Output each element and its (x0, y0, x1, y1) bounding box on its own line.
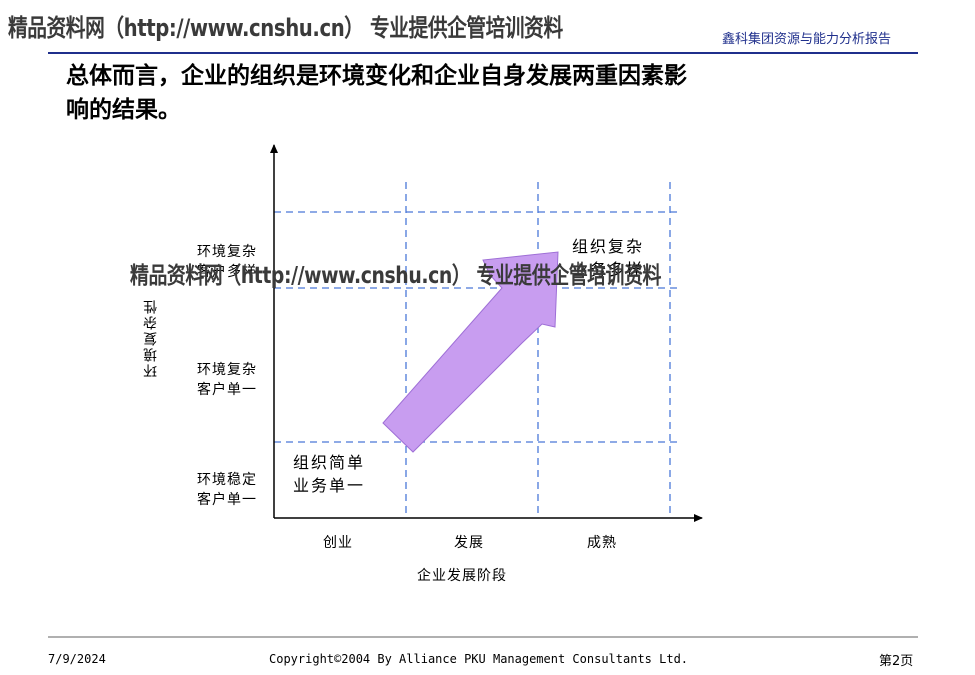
y-level-top-line1: 环境复杂 (197, 244, 257, 260)
end-cell-text: 组织复杂 业务多样 (572, 235, 644, 281)
start-cell-text: 组织简单 业务单一 (293, 451, 365, 497)
headline-line1: 总体而言，企业的组织是环境变化和企业自身发展两重因素影 (66, 63, 687, 89)
end-cell-line2: 业务多样 (572, 260, 645, 279)
y-level-label-top: 环境复杂 客户多样 (197, 242, 257, 282)
x-category-growth: 发展 (454, 535, 484, 551)
start-cell-line2: 业务单一 (293, 476, 366, 495)
y-level-bottom-line2: 客户单一 (197, 492, 257, 508)
footer-copyright: Copyright©2004 By Alliance PKU Managemen… (269, 652, 689, 666)
headline-line2: 响的结果。 (66, 97, 181, 123)
watermark-overlay: 精品资料网（http://www.cnshu.cn） 专业提供企管培训资料 (130, 263, 661, 289)
y-level-middle-line2: 客户单一 (197, 382, 257, 398)
end-cell-line1: 组织复杂 (572, 237, 645, 256)
header-rule (48, 52, 918, 54)
x-category-maturity: 成熟 (587, 535, 617, 551)
x-category-startup: 创业 (323, 535, 353, 551)
growth-arrow (382, 251, 559, 453)
report-title: 鑫科集团资源与能力分析报告 (722, 32, 892, 47)
y-axis-label: 环境复杂性 (143, 298, 159, 378)
y-level-top-line2: 客户多样 (197, 264, 257, 280)
y-level-label-middle: 环境复杂 客户单一 (197, 360, 257, 400)
grid-lines (274, 182, 678, 517)
footer-page-number: 第2页 (879, 654, 914, 669)
footer-rule (48, 636, 918, 638)
watermark-header: 精品资料网（http://www.cnshu.cn） 专业提供企管培训资料 (8, 14, 563, 42)
footer-date: 7/9/2024 (48, 652, 106, 666)
start-cell-line1: 组织简单 (293, 453, 366, 472)
y-level-bottom-line1: 环境稳定 (197, 472, 257, 488)
y-level-label-bottom: 环境稳定 客户单一 (197, 470, 257, 510)
x-axis-label: 企业发展阶段 (417, 568, 507, 584)
y-level-middle-line1: 环境复杂 (197, 362, 257, 378)
